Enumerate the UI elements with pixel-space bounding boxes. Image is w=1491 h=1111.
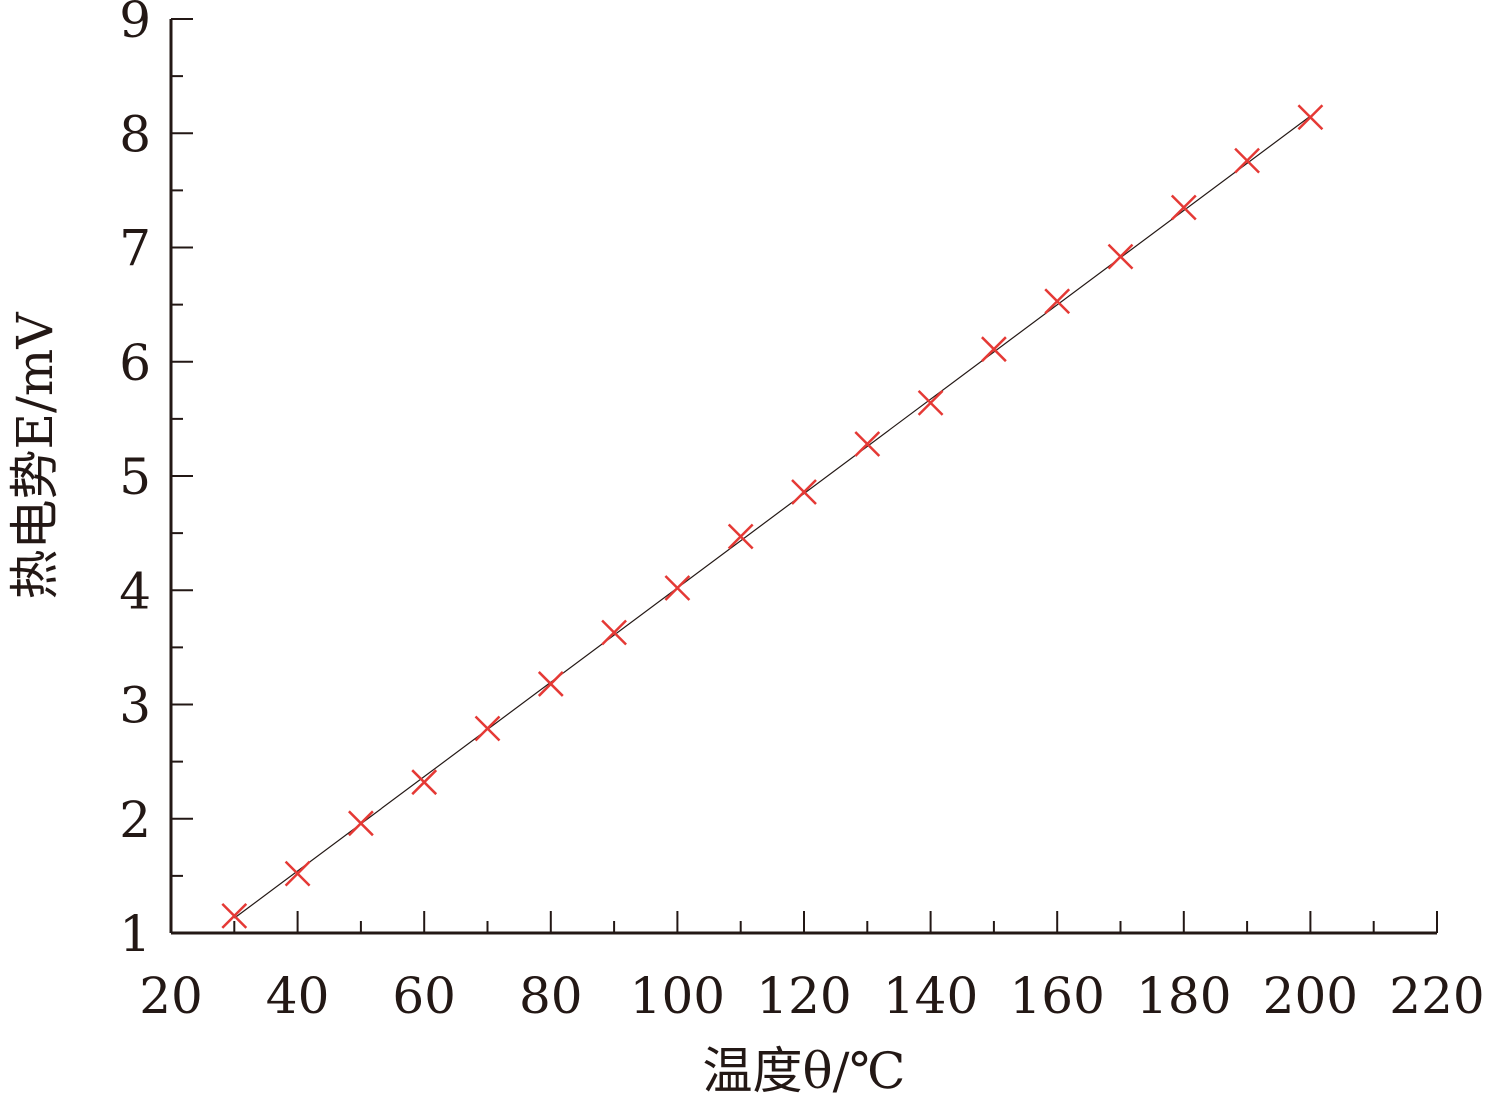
x-axis-title: 温度θ/℃: [703, 1042, 906, 1100]
y-tick-label: 6: [119, 334, 151, 392]
data-point: [474, 715, 501, 742]
x-tick-label: 160: [1009, 967, 1104, 1025]
marker-stroke: [284, 860, 311, 887]
axes: [169, 19, 1437, 935]
marker-stroke: [727, 523, 754, 550]
x-tick-label: 20: [139, 967, 203, 1025]
fit-line-group: [233, 115, 1311, 919]
marker-stroke: [1044, 288, 1071, 315]
data-point: [791, 479, 817, 505]
x-tick-label: 200: [1263, 967, 1358, 1025]
data-point: [411, 769, 438, 796]
x-tick-label: 180: [1136, 967, 1231, 1025]
ticks: [170, 18, 1438, 934]
x-tick-label: 100: [630, 967, 725, 1025]
marker-stroke: [664, 575, 691, 601]
data-point: [664, 575, 691, 601]
data-point: [1170, 194, 1197, 221]
x-tick-label: 220: [1389, 967, 1484, 1025]
y-tick-label: 4: [119, 562, 151, 620]
data-point: [1234, 147, 1260, 174]
y-axis-title: 热电势E/mV: [6, 312, 64, 600]
data-point: [221, 902, 248, 929]
marker-stroke: [1170, 194, 1197, 221]
fit-line: [233, 115, 1311, 919]
y-tick-label: 2: [119, 791, 151, 849]
data-point: [727, 523, 754, 550]
y-tick-label: 8: [119, 105, 151, 163]
data-point: [601, 619, 627, 646]
data-point: [917, 389, 944, 416]
marker-stroke: [981, 336, 1007, 363]
y-tick-label: 3: [119, 677, 151, 735]
data-point: [854, 431, 881, 457]
marker-stroke: [348, 810, 374, 837]
data-point: [1107, 243, 1134, 270]
x-tick-label: 40: [266, 967, 330, 1025]
marker-stroke: [221, 902, 248, 929]
tick-labels: 20 40 60 80 100 120 140 160 180 200 220 1 2 3 4 5 6 7 8 9: [119, 0, 1485, 1025]
marker-stroke: [1234, 147, 1260, 174]
data-point: [348, 810, 374, 837]
marker-stroke: [537, 671, 564, 697]
x-tick-label: 140: [883, 967, 978, 1025]
y-tick-label: 5: [119, 448, 151, 506]
data-point: [284, 860, 311, 887]
marker-stroke: [854, 431, 881, 457]
x-tick-label: 120: [756, 967, 851, 1025]
marker-stroke: [474, 715, 501, 742]
marker-stroke: [791, 479, 817, 505]
data-point: [981, 336, 1007, 363]
marker-stroke: [1297, 104, 1324, 131]
data-points: [221, 104, 1324, 929]
y-tick-label: 7: [119, 220, 151, 278]
x-tick-label: 80: [519, 967, 583, 1025]
marker-stroke: [411, 769, 438, 796]
marker-stroke: [1107, 243, 1134, 270]
marker-stroke: [917, 389, 944, 416]
data-point: [1044, 288, 1071, 315]
data-point: [537, 671, 564, 697]
x-tick-label: 60: [392, 967, 456, 1025]
marker-stroke: [601, 619, 627, 646]
data-point: [1297, 104, 1324, 131]
y-tick-label: 1: [119, 905, 151, 963]
y-tick-label: 9: [119, 0, 151, 49]
